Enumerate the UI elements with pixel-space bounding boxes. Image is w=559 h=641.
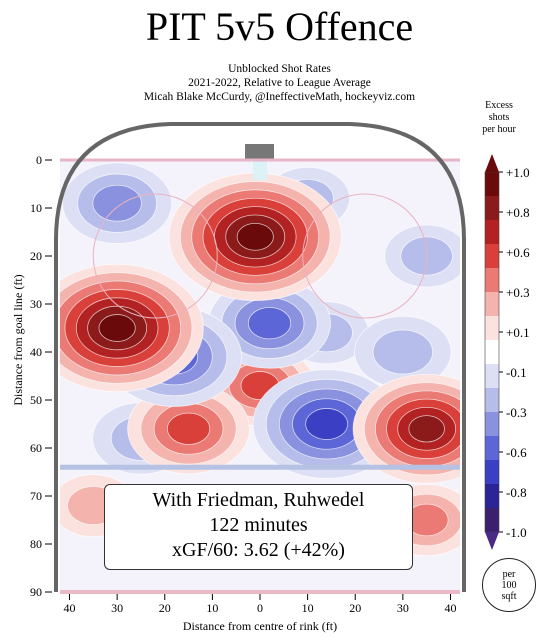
legend-swatch <box>485 244 499 269</box>
y-axis-label: Distance from goal line (ft) <box>11 274 25 405</box>
faceoff-circle <box>302 193 428 319</box>
heatmap-contour <box>98 314 136 342</box>
legend-swatch <box>485 388 499 413</box>
legend-swatch <box>485 196 499 221</box>
x-tick-label: 40 <box>444 601 456 615</box>
legend-swatch <box>485 340 499 365</box>
legend-label: +0.3 <box>506 285 530 300</box>
y-tick-label: 30 <box>30 297 42 311</box>
chart-title: PIT 5v5 Offence <box>145 4 414 49</box>
x-tick-label: 30 <box>111 601 123 615</box>
y-tick-label: 10 <box>30 201 42 215</box>
rink-boards <box>54 122 466 592</box>
y-tick-label: 60 <box>30 441 42 455</box>
legend-label: +0.6 <box>506 245 530 260</box>
info-box: With Friedman, Ruhwedel 122 minutes xGF/… <box>104 484 413 570</box>
unit-badge: per 100 sqft <box>482 558 536 612</box>
info-minutes: 122 minutes <box>209 514 308 536</box>
legend-swatch <box>485 172 499 197</box>
chart-season: 2021-2022, Relative to League Average <box>188 77 371 89</box>
legend-title-line: per hour <box>482 124 516 135</box>
legend-label: -0.6 <box>506 445 527 460</box>
x-tick-label: 20 <box>349 601 361 615</box>
legend-swatch <box>485 268 499 293</box>
legend-title-line: shots <box>488 112 510 123</box>
x-tick-label: 10 <box>206 601 218 615</box>
y-tick-label: 70 <box>30 489 42 503</box>
heatmap-contour <box>408 415 445 443</box>
legend-swatch <box>485 484 499 509</box>
chart-credit: Micah Blake McCurdy, @IneffectiveMath, h… <box>143 91 416 103</box>
legend-swatch <box>485 220 499 245</box>
x-axis-label: Distance from centre of rink (ft) <box>183 619 337 633</box>
x-tick-label: 10 <box>302 601 314 615</box>
legend-swatch <box>485 292 499 317</box>
heatmap-layer <box>60 162 460 557</box>
unit-line: per <box>502 569 516 580</box>
heatmap-contour <box>305 408 349 440</box>
legend-label: +1.0 <box>506 165 530 180</box>
y-tick-label: 20 <box>30 249 42 263</box>
x-tick-label: 0 <box>257 601 263 615</box>
x-tick-label: 30 <box>397 601 409 615</box>
unit-line: 100 <box>501 580 517 591</box>
legend-title-line: Excess <box>485 100 513 111</box>
faceoff-circle <box>92 193 218 319</box>
heatmap-contour <box>166 412 211 445</box>
info-xgf: xGF/60: 3.62 (+42%) <box>172 539 345 561</box>
y-tick-label: 50 <box>30 393 42 407</box>
legend-label: -0.8 <box>506 485 527 500</box>
unit-line: sqft <box>501 591 517 602</box>
legend-label: -0.1 <box>506 365 527 380</box>
legend-label: +0.8 <box>506 205 530 220</box>
legend-label: +0.1 <box>506 325 530 340</box>
goal-crease <box>252 158 268 180</box>
legend-label: -1.0 <box>506 525 527 540</box>
legend-swatch <box>485 364 499 389</box>
legend-arrow-down-icon <box>485 532 499 550</box>
y-tick-label: 80 <box>30 537 42 551</box>
info-players: With Friedman, Ruhwedel <box>152 489 365 511</box>
heatmap-contour <box>372 329 433 375</box>
x-tick-label: 40 <box>64 601 76 615</box>
legend-label: -0.3 <box>506 405 527 420</box>
heatmap-contour <box>236 222 274 251</box>
goal-net <box>245 144 274 161</box>
legend-arrow-up-icon <box>485 154 499 172</box>
x-tick-label: 20 <box>159 601 171 615</box>
chart-subtitle: Unblocked Shot Rates <box>228 63 331 75</box>
heatmap-contour <box>92 184 142 222</box>
legend-swatch <box>485 316 499 341</box>
y-tick-label: 40 <box>30 345 42 359</box>
y-tick-label: 90 <box>30 585 42 599</box>
legend-title: Excess shots per hour <box>470 100 528 136</box>
y-tick-label: 0 <box>36 153 42 167</box>
legend-swatch <box>485 412 499 437</box>
legend-swatch <box>485 460 499 485</box>
legend-swatch <box>485 508 499 533</box>
legend-swatch <box>485 436 499 461</box>
heatmap-contour <box>247 307 292 340</box>
